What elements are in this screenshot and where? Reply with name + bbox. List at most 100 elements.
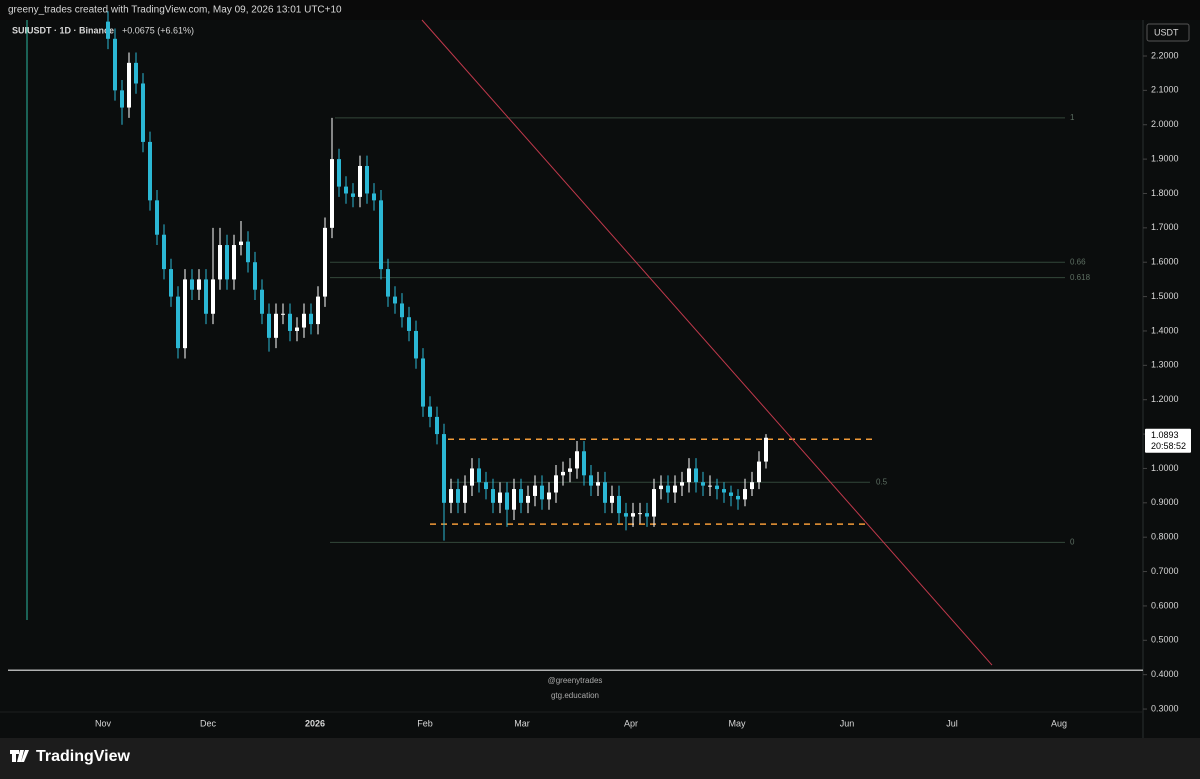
candle-body — [750, 482, 754, 490]
y-tick-label: 1.2000 — [1151, 394, 1179, 404]
watermark: gtg.education — [551, 691, 599, 700]
y-tick-label: 1.4000 — [1151, 325, 1179, 335]
candle-body — [463, 485, 467, 503]
candle-body — [764, 437, 768, 462]
candle-body — [421, 358, 425, 407]
candle-body — [239, 241, 243, 246]
candle-body — [708, 485, 712, 487]
candle-body — [127, 62, 131, 108]
candle-body — [673, 485, 677, 493]
x-tick-label: Mar — [514, 718, 530, 728]
candle-body — [344, 186, 348, 194]
y-tick-label: 0.5000 — [1151, 635, 1179, 645]
fib-label: 0.66 — [1070, 257, 1086, 266]
x-tick-label: Aug — [1051, 718, 1067, 728]
candle-body — [204, 279, 208, 314]
candle-body — [386, 269, 390, 297]
y-tick-label: 0.4000 — [1151, 669, 1179, 679]
x-tick-label: Jul — [946, 718, 958, 728]
candle-body — [715, 485, 719, 490]
candle-body — [561, 471, 565, 476]
currency-box[interactable] — [1146, 23, 1190, 42]
countdown: 20:58:52 — [1151, 441, 1186, 451]
candle-body — [190, 279, 194, 290]
candle-body — [323, 227, 327, 297]
candle-body — [610, 495, 614, 503]
candle-body — [246, 241, 250, 263]
candle-body — [302, 313, 306, 328]
candle-body — [351, 193, 355, 197]
fib-label: 0.5 — [876, 477, 888, 486]
x-tick-label: Jun — [840, 718, 855, 728]
y-tick-label: 0.7000 — [1151, 566, 1179, 576]
candle-body — [540, 485, 544, 500]
candle-body — [442, 434, 446, 503]
candle-body — [183, 279, 187, 349]
x-tick-label: Nov — [95, 718, 112, 728]
candle-body — [330, 159, 334, 228]
candle-body — [232, 245, 236, 280]
x-tick-label: Feb — [417, 718, 433, 728]
candle-body — [484, 482, 488, 490]
header-text: greeny_trades created with TradingView.c… — [8, 5, 342, 16]
y-tick-label: 2.1000 — [1151, 85, 1179, 95]
candle-body — [358, 165, 362, 197]
currency: USDT — [1154, 27, 1179, 37]
fib-label: 1 — [1070, 113, 1075, 122]
candle-body — [274, 313, 278, 338]
candle-body — [169, 269, 173, 297]
candle-body — [512, 489, 516, 510]
candle-body — [253, 262, 257, 290]
plot-bg — [0, 20, 1200, 738]
logo: TradingView — [10, 748, 131, 765]
candle-body — [680, 482, 684, 486]
y-tick-label: 1.8000 — [1151, 188, 1179, 198]
y-tick-label: 0.6000 — [1151, 600, 1179, 610]
y-tick-label: 0.3000 — [1151, 703, 1179, 713]
candle-body — [197, 279, 201, 290]
y-tick-label: 1.9000 — [1151, 153, 1179, 163]
y-tick-label: 2.0000 — [1151, 119, 1179, 129]
candle-body — [477, 468, 481, 483]
candle-body — [309, 313, 313, 325]
trendline — [421, 19, 993, 666]
candle-body — [141, 83, 145, 142]
candle-body — [603, 482, 607, 503]
candle-body — [568, 468, 572, 472]
candle-body — [701, 482, 705, 486]
candle-body — [729, 492, 733, 496]
candle-body — [470, 468, 474, 486]
candle-body — [505, 492, 509, 510]
fib-label: 0.618 — [1070, 273, 1091, 282]
candle-body — [638, 513, 642, 515]
candle-body — [218, 245, 222, 280]
candle-body — [589, 475, 593, 486]
candle-body — [162, 234, 166, 270]
candle-body — [428, 406, 432, 417]
candle-body — [316, 296, 320, 325]
candle-body — [288, 313, 292, 331]
candle-body — [379, 200, 383, 270]
candle-body — [281, 313, 285, 315]
candle-body — [533, 485, 537, 496]
candle-body — [148, 141, 152, 201]
candle-body — [155, 200, 159, 235]
candle-body — [624, 513, 628, 517]
y-tick-label: 0.9000 — [1151, 497, 1179, 507]
candle-body — [631, 513, 635, 517]
candle-body — [722, 489, 726, 493]
candle-body — [449, 489, 453, 503]
candle-body — [596, 482, 600, 486]
candle-body — [617, 495, 621, 514]
x-tick-label: Apr — [624, 718, 638, 728]
candle-body — [694, 468, 698, 483]
last-price: 1.0893 — [1151, 430, 1179, 440]
fib-label: 0 — [1070, 537, 1075, 546]
y-tick-label: 1.7000 — [1151, 222, 1179, 232]
candle-body — [260, 289, 264, 314]
candle-body — [176, 296, 180, 349]
candle-body — [393, 296, 397, 304]
candle-body — [554, 475, 558, 493]
